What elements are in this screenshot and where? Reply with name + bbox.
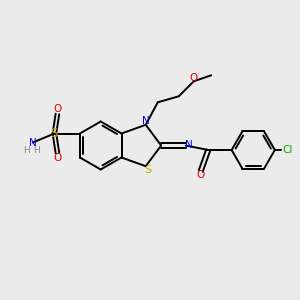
Text: N: N — [29, 137, 37, 148]
Text: H: H — [33, 146, 40, 155]
Text: N: N — [185, 140, 193, 150]
Text: N: N — [142, 116, 150, 126]
Text: Cl: Cl — [282, 145, 292, 155]
Text: O: O — [196, 170, 205, 180]
Text: O: O — [53, 104, 62, 115]
Text: O: O — [53, 152, 62, 163]
Text: S: S — [145, 165, 152, 175]
Text: H: H — [23, 146, 30, 155]
Text: S: S — [51, 127, 58, 140]
Text: O: O — [190, 73, 198, 83]
